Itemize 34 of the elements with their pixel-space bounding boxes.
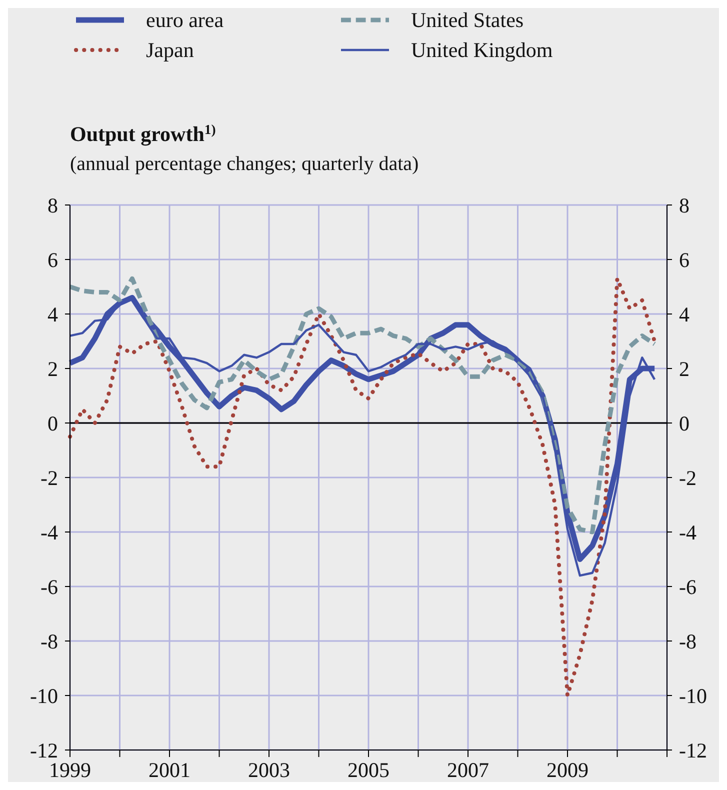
y-tick-label: -4	[40, 520, 58, 544]
y2-tick-label: 8	[679, 193, 690, 218]
chart-title: Output growth$^{1)}$	[70, 122, 216, 146]
y2-tick-label: -4	[679, 520, 697, 544]
legend-label: Japan	[146, 38, 194, 62]
x-tick-label: 2003	[248, 758, 290, 782]
y-tick-label: 0	[48, 411, 58, 436]
y-tick-label: -8	[40, 629, 58, 654]
chart-subtitle: (annual percentage changes; quarterly data)	[70, 153, 419, 175]
y2-tick-label: -6	[679, 574, 696, 599]
y-tick-label: 6	[48, 248, 58, 272]
line-series	[68, 276, 657, 534]
y2-tick-label: 4	[679, 302, 690, 326]
legend-label: United Kingdom	[411, 38, 553, 62]
legend-label: euro area	[146, 8, 224, 32]
line-series	[68, 276, 657, 698]
y2-tick-label: -10	[679, 684, 707, 708]
y-tick-label: -6	[40, 574, 58, 599]
y-tick-label: 8	[48, 193, 58, 218]
y2-tick-label: -12	[679, 738, 707, 762]
y2-tick-label: 6	[679, 248, 690, 272]
x-tick-label: 2007	[447, 758, 489, 782]
y2-tick-label: -2	[679, 466, 696, 490]
y-tick-label: 4	[48, 302, 58, 326]
y2-tick-label: 2	[679, 356, 690, 381]
x-tick-label: 2001	[148, 758, 190, 782]
legend-label: United States	[411, 8, 524, 32]
y-tick-label: 2	[48, 356, 58, 381]
y2-tick-label: 0	[679, 411, 690, 436]
y-tick-label: -2	[40, 466, 58, 490]
x-tick-label: 2005	[348, 758, 390, 782]
y2-tick-label: -8	[679, 629, 696, 654]
x-tick-label: 2009	[546, 758, 588, 782]
y-tick-label: -10	[30, 684, 58, 708]
